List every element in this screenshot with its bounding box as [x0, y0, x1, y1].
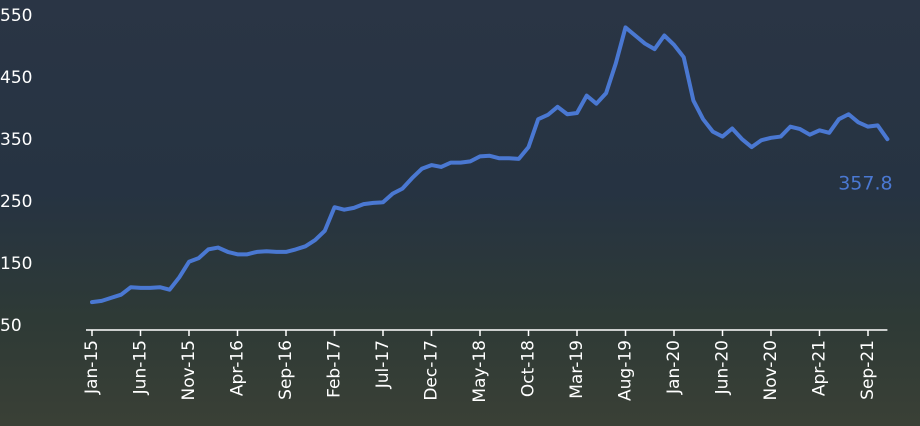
y-tick-label: 550	[0, 6, 32, 26]
x-tick-label: Nov-20	[761, 340, 781, 401]
x-tick-label: Oct-18	[519, 340, 539, 397]
y-tick-label: 250	[0, 192, 32, 212]
x-tick-label: Jan-15	[82, 340, 102, 395]
x-tick-label: Aug-19	[616, 340, 636, 401]
x-tick-label: May-18	[470, 340, 490, 403]
x-tick-label: Jun-20	[713, 340, 733, 395]
x-tick-label: Mar-19	[567, 340, 587, 399]
y-tick-label: 150	[0, 254, 32, 274]
y-tick-label: 50	[0, 316, 22, 336]
x-tick-label: Sep-16	[276, 340, 296, 400]
x-tick-label: Sep-21	[858, 340, 878, 400]
x-tick-label: Apr-21	[810, 340, 830, 396]
y-tick-label: 450	[0, 68, 32, 88]
data-label: 357.8	[838, 173, 892, 195]
x-tick-label: Jul-17	[373, 340, 393, 389]
x-tick-label: Jan-20	[664, 340, 684, 395]
chart: 50 150 250 350 450 550 Jan-15 Jun-15 Nov-15 Apr-1…	[0, 0, 920, 426]
x-tick-label: Feb-17	[325, 340, 345, 398]
x-tick-label: Nov-15	[179, 340, 199, 401]
x-tick-label: Jun-15	[131, 340, 151, 395]
page: 50 150 250 350 450 550 Jan-15 Jun-15 Nov-15 Apr-1…	[0, 0, 920, 426]
y-tick-label: 350	[0, 130, 32, 150]
line	[92, 27, 887, 302]
x-tick-label: Apr-16	[228, 340, 248, 396]
x-tick-label: Dec-17	[422, 340, 442, 401]
